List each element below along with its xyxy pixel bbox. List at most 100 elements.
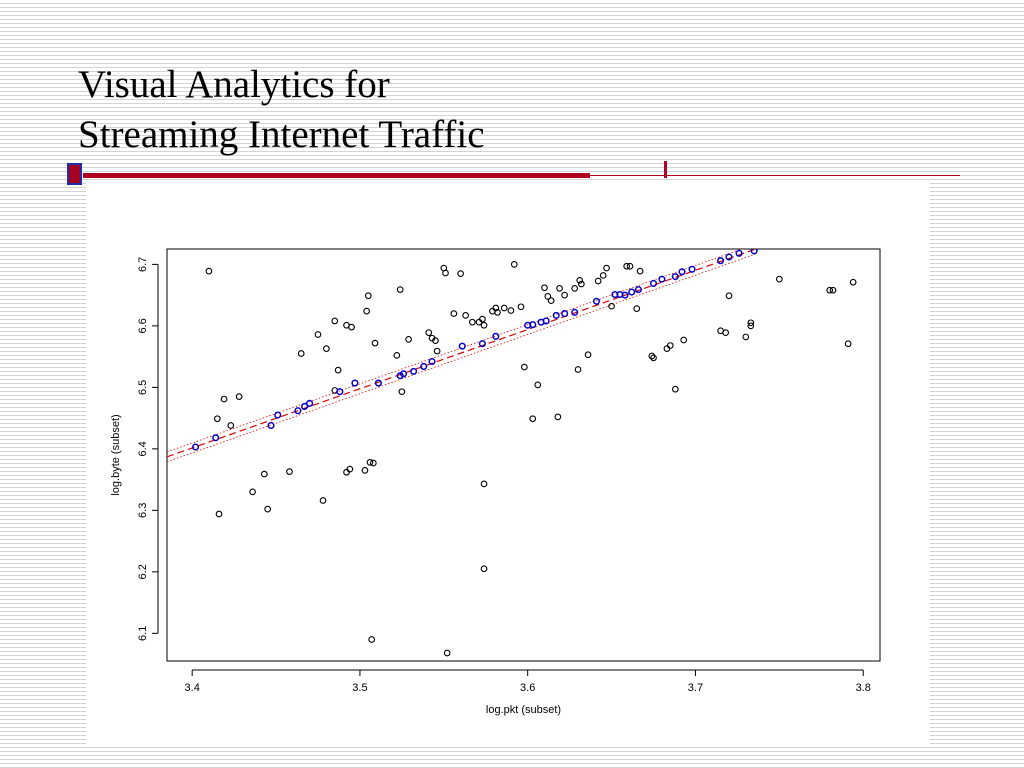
x-axis-label: log.pkt (subset): [486, 704, 561, 716]
data-point: [205, 267, 213, 275]
data-point: [432, 337, 439, 344]
data-point: [849, 278, 857, 286]
data-point: [364, 292, 372, 300]
data-point: [363, 307, 370, 315]
scatter-plot: 3.4 3.5 3.6 3.7 3.8 6.1 6.2 6.3 6.4 6.5 6.6 6.7 lo…: [110, 248, 881, 716]
data-point: [405, 336, 412, 343]
fitted-data-point: [688, 265, 696, 273]
fitted-data-point: [678, 268, 686, 276]
data-point: [547, 297, 555, 305]
data-point: [722, 329, 730, 336]
y-tick-label: 6.3: [137, 503, 149, 518]
data-point: [213, 415, 221, 423]
fitted-data-point: [658, 275, 666, 283]
data-point: [323, 345, 330, 352]
data-point: [561, 291, 568, 299]
y-tick-label: 6.5: [137, 380, 149, 395]
x-axis: 3.4 3.5 3.6 3.7 3.8: [185, 669, 871, 694]
data-point: [648, 352, 656, 360]
y-tick-label: 6.2: [137, 564, 149, 579]
data-point: [264, 505, 272, 513]
data-point: [826, 286, 834, 294]
data-point: [479, 315, 486, 323]
fitted-data-point: [592, 297, 601, 305]
fitted-data-point: [571, 308, 579, 316]
data-point: [366, 459, 374, 466]
data-point: [507, 307, 515, 314]
data-point: [500, 304, 508, 312]
regression-line: [167, 249, 757, 458]
fitted-data-point: [306, 399, 314, 407]
slide-title-line-1: Visual Analytics for: [78, 63, 390, 106]
data-point: [510, 261, 518, 268]
data-point: [544, 292, 552, 300]
data-point: [361, 467, 369, 474]
data-point: [554, 413, 562, 421]
data-point: [725, 292, 733, 300]
fitted-data-point: [478, 340, 486, 348]
y-tick-label: 6.6: [137, 318, 149, 333]
data-point: [457, 270, 464, 277]
data-point: [393, 352, 401, 359]
fitted-data-point: [294, 407, 302, 415]
data-point: [462, 312, 469, 319]
data-point: [663, 345, 671, 352]
data-point: [480, 565, 488, 573]
y-axis-label: log.byte (subset): [110, 414, 122, 495]
data-point: [442, 269, 449, 277]
data-point: [480, 480, 488, 488]
fitted-data-point: [492, 332, 500, 340]
data-point: [443, 649, 451, 657]
fitted-data-point: [351, 379, 359, 387]
data-point: [220, 395, 228, 403]
data-point: [608, 302, 615, 310]
data-point: [517, 303, 525, 311]
data-point: [578, 280, 585, 288]
data-points-group: [191, 249, 857, 657]
data-point: [599, 272, 607, 279]
x-tick-label: 3.8: [856, 682, 871, 694]
data-point: [235, 393, 243, 400]
data-point: [343, 468, 350, 476]
data-point: [576, 277, 584, 284]
data-point: [492, 304, 500, 312]
data-point: [671, 385, 679, 393]
data-point: [534, 381, 542, 389]
data-point: [450, 310, 458, 317]
title-rule-line: [83, 175, 960, 176]
fitted-data-point: [542, 317, 550, 325]
fitted-data-point: [725, 253, 733, 261]
data-point: [775, 275, 783, 283]
fitted-data-point: [410, 367, 418, 375]
fitted-data-point: [735, 249, 743, 257]
confidence-band-line: [167, 253, 756, 463]
data-point: [468, 318, 476, 326]
data-point: [314, 331, 322, 338]
data-point: [556, 285, 563, 292]
fitted-data-point: [336, 388, 344, 396]
fitted-data-point: [561, 310, 569, 318]
fitted-data-point: [374, 379, 382, 387]
x-tick-label: 3.4: [185, 682, 200, 694]
data-point: [398, 388, 406, 396]
y-tick-label: 6.1: [137, 626, 149, 641]
y-tick-label: 6.7: [137, 257, 149, 272]
data-point: [260, 470, 268, 478]
fitted-data-point: [458, 342, 466, 350]
data-point: [742, 333, 750, 341]
data-point: [396, 286, 404, 293]
fitted-data-point: [428, 357, 436, 366]
scatter-plot-panel: 3.4 3.5 3.6 3.7 3.8 6.1 6.2 6.3 6.4 6.5 6.6 6.7 lo…: [86, 180, 930, 746]
data-point: [227, 422, 235, 429]
data-point: [286, 468, 293, 475]
fitted-data-point: [267, 421, 275, 430]
data-point: [594, 277, 602, 285]
fitted-data-point: [191, 443, 200, 451]
data-point: [348, 323, 355, 331]
data-point: [346, 465, 354, 473]
data-point: [636, 267, 644, 275]
data-point: [331, 317, 339, 325]
data-point: [747, 319, 755, 327]
fit-line-group: [167, 249, 757, 463]
data-point: [425, 329, 433, 336]
